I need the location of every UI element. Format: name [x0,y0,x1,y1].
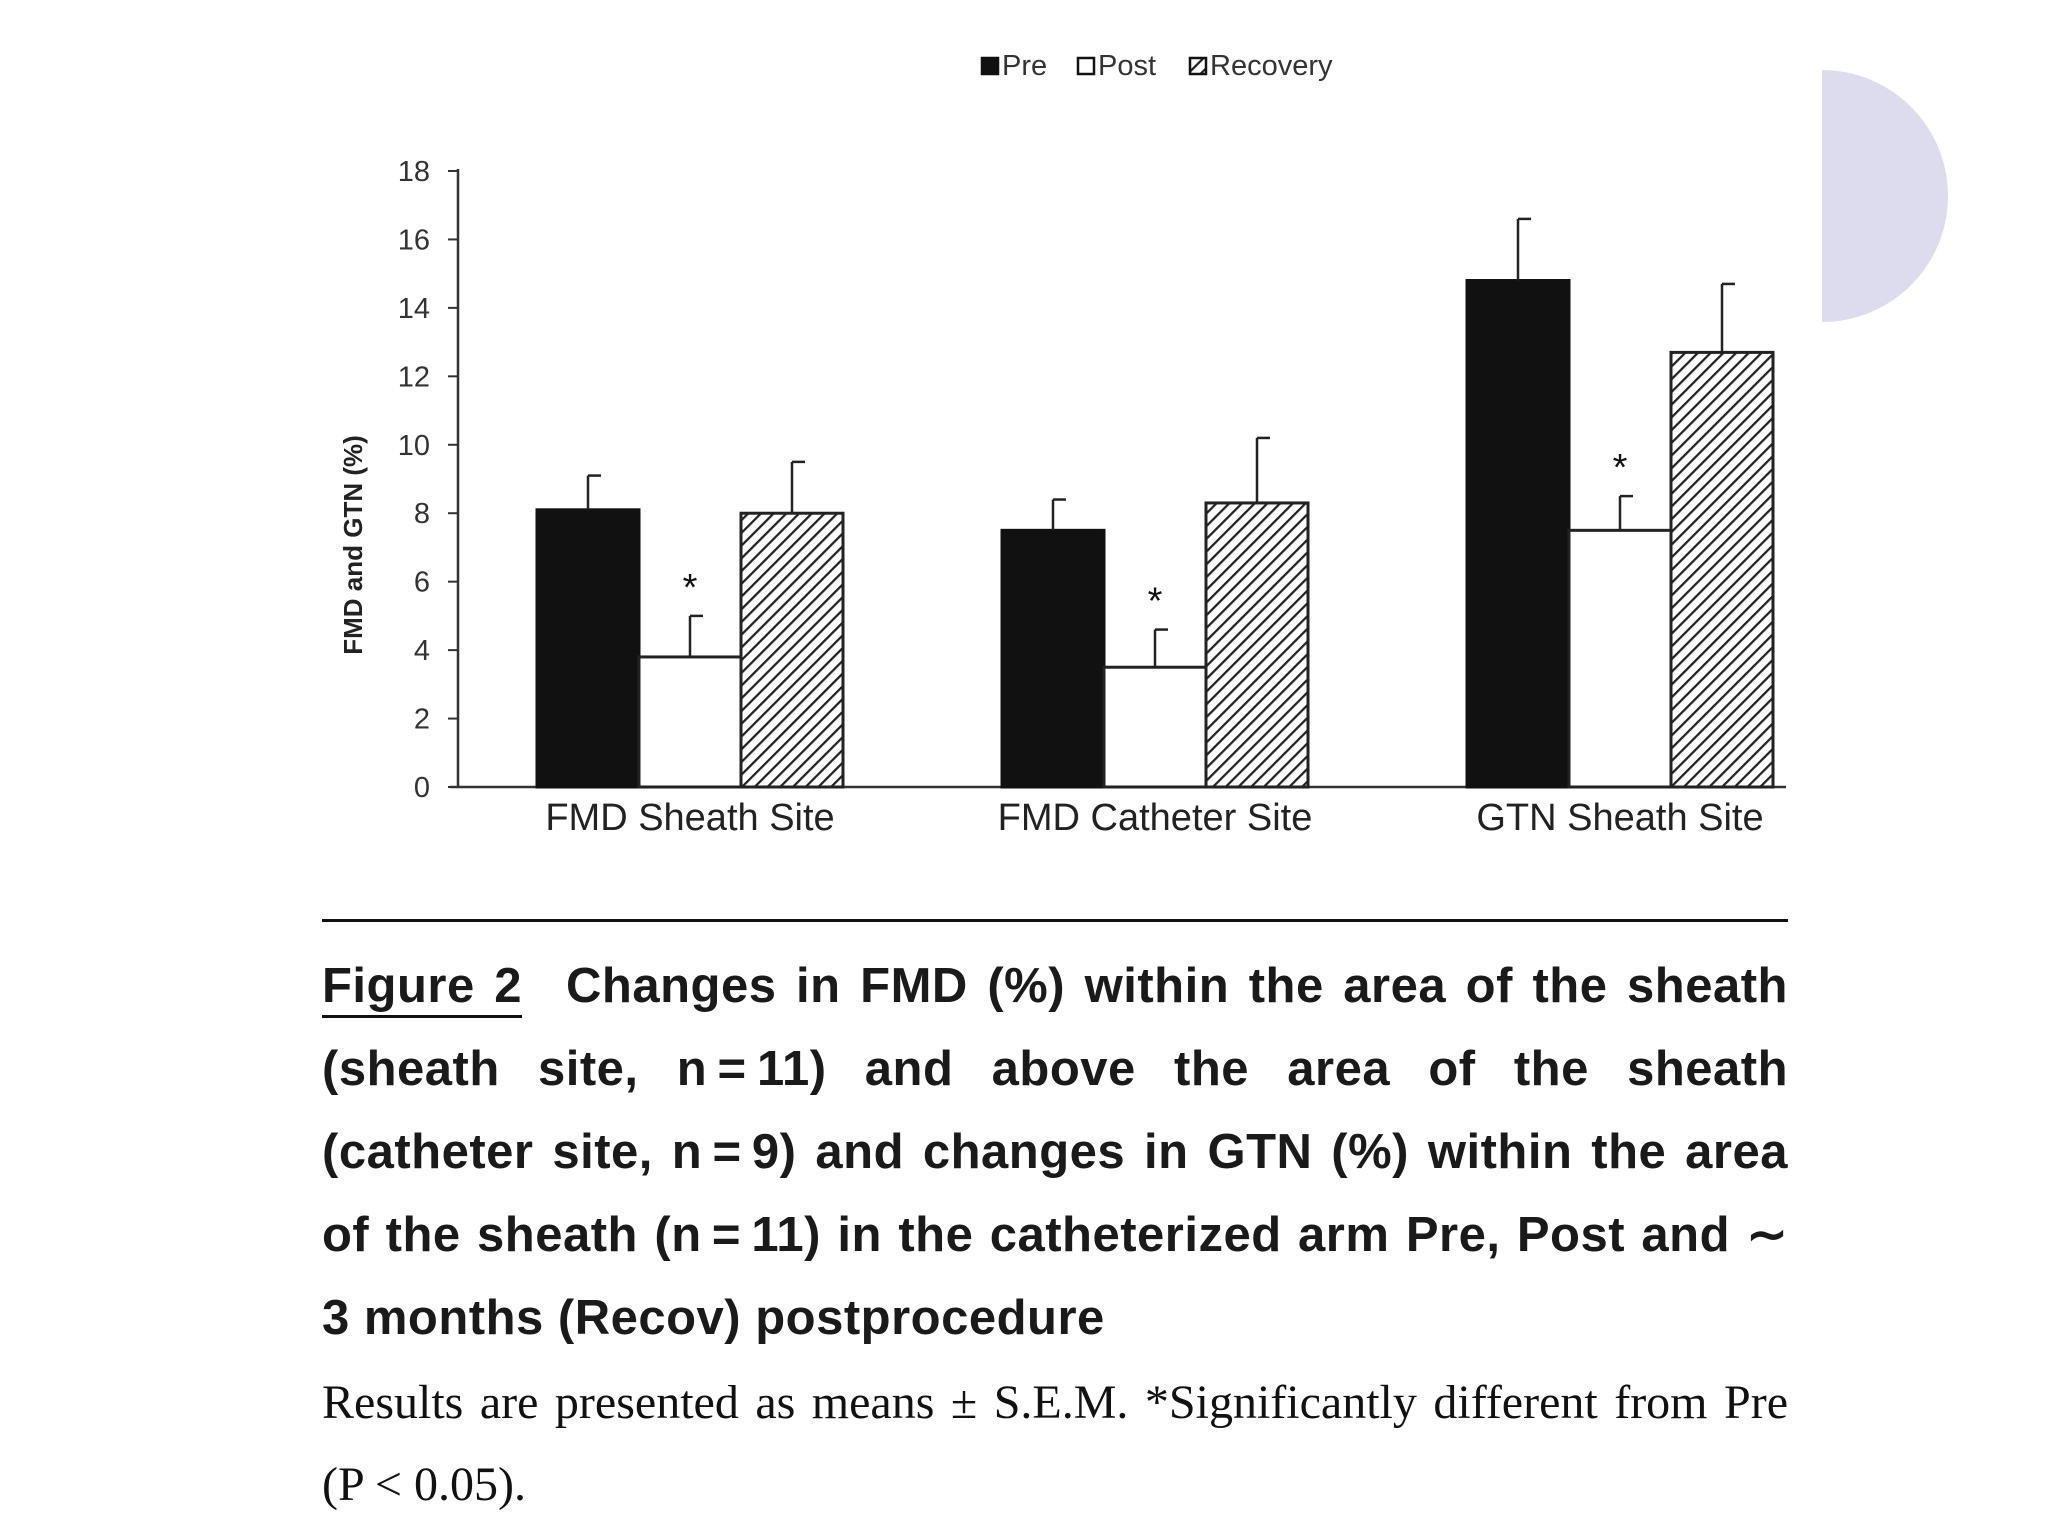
y-tick-label: 6 [414,567,430,599]
bar-pre [535,508,641,789]
legend-label-pre: Pre [1002,50,1047,82]
caption-title-text: Changes in FMD (%) within the area of th… [322,959,1788,1345]
legend-label-recovery: Recovery [1210,50,1333,82]
chart-legend: Pre Post Recovery [980,50,1333,82]
bar-post [637,655,743,789]
y-tick-label: 16 [398,224,430,256]
category-label: FMD Sheath Site [545,797,834,839]
bar-recovery [739,511,845,789]
bar-recovery [1669,350,1775,789]
category-label: FMD Catheter Site [998,797,1313,839]
significance-marker: * [683,567,698,609]
bar-recovery [1204,501,1310,789]
y-axis-label: FMD and GTN (%) [338,435,368,655]
significance-marker: * [1148,581,1163,623]
bars: * * * [535,217,1775,789]
bar-post [1567,528,1673,789]
significance-marker: * [1613,447,1628,489]
legend-swatch-pre [980,56,1000,76]
decorative-half-circle [1822,70,2048,322]
category-label: GTN Sheath Site [1476,797,1763,839]
y-tick-label: 18 [398,156,430,188]
legend-swatch-recovery [1188,56,1208,76]
bar-pre [1000,528,1106,789]
bar-pre [1465,279,1571,789]
legend-label-post: Post [1098,50,1156,82]
caption-note: Results are presented as means ± S.E.M. … [322,1376,1788,1511]
x-axis-labels: FMD Sheath Site FMD Catheter Site GTN Shea… [545,797,1763,839]
caption-divider [322,919,1788,922]
y-tick-label: 8 [414,498,430,530]
y-tick-label: 2 [414,704,430,736]
caption-title: Figure 2 Changes in FMD (%) within the ar… [322,945,1788,1360]
y-tick-label: 4 [414,635,430,667]
y-tick-label: 0 [414,772,430,804]
y-tick-label: 10 [398,430,430,462]
figure-caption: Figure 2 Changes in FMD (%) within the ar… [322,945,1788,1526]
y-tick-label: 12 [398,361,430,393]
legend-swatch-post [1076,56,1096,76]
figure-label: Figure 2 [322,959,523,1018]
y-tick-label: 14 [398,293,430,325]
bar-post [1102,665,1208,789]
